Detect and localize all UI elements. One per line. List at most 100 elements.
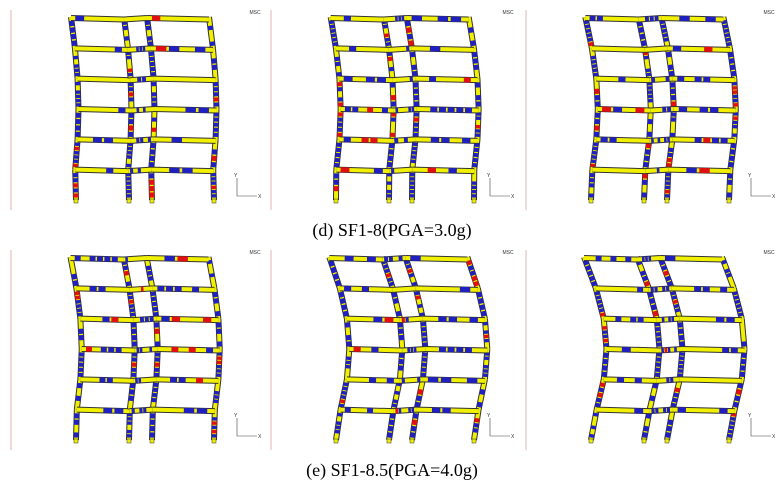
member-fill <box>151 108 157 140</box>
hinge-segment <box>417 303 423 309</box>
hinge-segment <box>209 273 215 278</box>
hinge-segment <box>387 155 394 162</box>
hinge-segment <box>386 432 393 438</box>
hinge-segment <box>207 25 214 31</box>
axis-label: X <box>511 434 515 440</box>
logo: MSC <box>249 250 261 256</box>
hinge-segment <box>407 33 413 40</box>
hinge-segment <box>732 290 738 296</box>
hinge-segment <box>382 24 389 29</box>
hinge-segment <box>664 275 672 282</box>
hinge-segment <box>71 273 78 280</box>
hinge-segment <box>213 298 219 304</box>
support <box>588 198 594 204</box>
hinge-segment <box>661 28 668 34</box>
hinge-segment <box>414 401 421 408</box>
hinge-segment <box>334 429 340 434</box>
hinge-segment <box>730 70 737 77</box>
hinge-segment <box>725 37 731 42</box>
hinge-segment <box>147 41 154 47</box>
axis-label: X <box>258 434 262 440</box>
hinge-segment <box>590 280 598 287</box>
hinge-segment <box>388 419 395 426</box>
axis-triad <box>489 418 510 437</box>
hinge-segment <box>467 26 474 34</box>
hinge-segment <box>335 421 342 426</box>
hinge-segment <box>395 310 402 317</box>
hinge-segment <box>68 20 75 27</box>
hinge-segment <box>729 149 736 155</box>
hinge-segment <box>339 399 346 404</box>
hinge-segment <box>728 58 735 64</box>
hinge-segment <box>582 259 590 266</box>
hinge-segment <box>735 388 742 396</box>
logo: MSC <box>502 10 514 16</box>
hinge-segment <box>338 403 345 408</box>
member-fill <box>679 377 742 383</box>
hinge-segment <box>409 432 416 438</box>
hinge-segment <box>415 395 422 402</box>
support <box>409 198 415 204</box>
hinge-segment <box>472 58 479 64</box>
hinge-segment <box>145 265 152 271</box>
hinge-segment <box>668 70 675 77</box>
axis-label: Y <box>234 413 238 419</box>
hinge-segment <box>588 433 595 439</box>
hinge-segment <box>412 412 419 419</box>
hinge-segment <box>673 303 680 309</box>
frame-panel: MSC Y X <box>10 10 262 210</box>
hinge-segment <box>732 401 739 408</box>
axis-label: X <box>258 194 262 200</box>
member-fill <box>411 46 474 52</box>
hinge-segment <box>737 312 744 317</box>
member-fill <box>412 167 475 174</box>
hinge-segment <box>662 270 670 277</box>
hinge-segment <box>476 291 483 298</box>
hinge-segment <box>392 297 399 305</box>
hinge-segment <box>667 152 674 158</box>
axis-label: Y <box>748 173 752 179</box>
support <box>211 198 217 204</box>
hinge-segment <box>668 147 674 153</box>
hinge-segment <box>385 272 392 278</box>
hinge-segment <box>599 312 606 317</box>
hinge-segment <box>388 149 394 155</box>
member-fill <box>153 137 216 143</box>
hinge-segment <box>123 270 130 276</box>
hinge-segment <box>382 263 389 270</box>
hinge-segment <box>733 295 740 300</box>
member-fill <box>153 76 216 83</box>
axis-label: Y <box>748 413 752 419</box>
hinge-segment <box>665 51 672 58</box>
hinge-segment <box>586 270 594 277</box>
hinge-segment <box>720 259 727 265</box>
hinge-segment <box>727 51 734 58</box>
hinge-segment <box>472 428 479 433</box>
hinge-segment <box>666 162 672 168</box>
hinge-segment <box>146 270 153 276</box>
support <box>664 198 670 204</box>
hinge-segment <box>383 33 390 38</box>
member-fill <box>156 377 219 383</box>
hinge-segment <box>667 419 674 426</box>
logo: MSC <box>763 10 775 16</box>
hinge-segment <box>75 395 81 402</box>
hinge-segment <box>599 382 606 388</box>
hinge-segment <box>411 419 418 426</box>
hinge-segment <box>585 28 592 34</box>
hinge-segment <box>479 388 486 396</box>
caption: (d) SF1-8(PGA=3.0g) <box>312 220 471 241</box>
logo: MSC <box>763 250 775 256</box>
support <box>149 438 155 444</box>
hinge-segment <box>480 310 487 317</box>
hinge-segment <box>385 41 391 47</box>
hinge-segment <box>638 26 645 34</box>
hinge-segment <box>588 275 596 282</box>
hinge-segment <box>736 307 743 313</box>
hinge-segment <box>341 304 348 311</box>
frame-panel: MSC Y X <box>270 10 515 210</box>
hinge-segment <box>641 275 649 282</box>
member-fill <box>330 16 384 22</box>
hinge-segment <box>727 429 734 434</box>
